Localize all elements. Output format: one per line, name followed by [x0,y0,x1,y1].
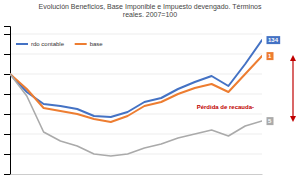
end-label: 1 [267,52,274,60]
end-label-box [267,117,274,125]
annotation: Pérdida de recauda- [197,104,254,110]
grid-line [10,154,262,155]
y-axis [4,27,11,175]
series-line [10,74,262,156]
y-tick [4,154,10,155]
y-axis-line [4,27,11,175]
chart-svg: Evolución Beneficios, Base Imponible e I… [0,0,300,180]
legend: rdo contable base [16,41,103,47]
legend-swatch [16,43,28,45]
end-label: 5 [267,117,274,125]
grid-line [10,114,262,115]
y-tick-mark [4,34,10,35]
end-label-text: 1 [268,53,272,59]
title-line: reales. 2007=100 [123,11,177,18]
x-axis-line [11,174,263,175]
title: Evolución Beneficios, Base Imponible e I… [39,3,262,18]
y-tick [4,114,10,115]
y-tick [4,54,10,55]
legend-swatch [75,43,87,45]
y-tick [4,74,10,75]
grid-line [10,74,262,75]
grid-line [10,94,262,95]
end-label-text: 134 [268,37,279,43]
end-label: 134 [267,36,281,44]
grid-line [10,54,262,55]
end-label-box [267,52,274,60]
x-axis [11,174,263,175]
legend-label: rdo contable [31,41,65,47]
legend-entry: rdo contable [16,41,65,47]
y-tick-mark [4,94,10,95]
title-line: Evolución Beneficios, Base Imponible e I… [39,3,262,11]
chart-container: Evolución Beneficios, Base Imponible e I… [0,0,300,180]
y-tick [4,94,10,95]
y-tick-mark [4,74,10,75]
legend-entry: base [75,41,104,47]
series-line [10,56,262,122]
gap-arrow [292,58,293,119]
y-tick-mark [4,134,10,135]
plot-area [10,40,262,156]
y-tick [4,34,10,35]
end-label-box [267,36,281,44]
grid-line [10,34,262,35]
y-tick [4,134,10,135]
y-tick-mark [4,114,10,115]
end-label-text: 5 [268,118,272,124]
grid [10,34,262,154]
series-line [10,40,262,117]
legend-label: base [90,41,104,47]
y-tick-mark [4,54,10,55]
y-tick-mark [4,154,10,155]
